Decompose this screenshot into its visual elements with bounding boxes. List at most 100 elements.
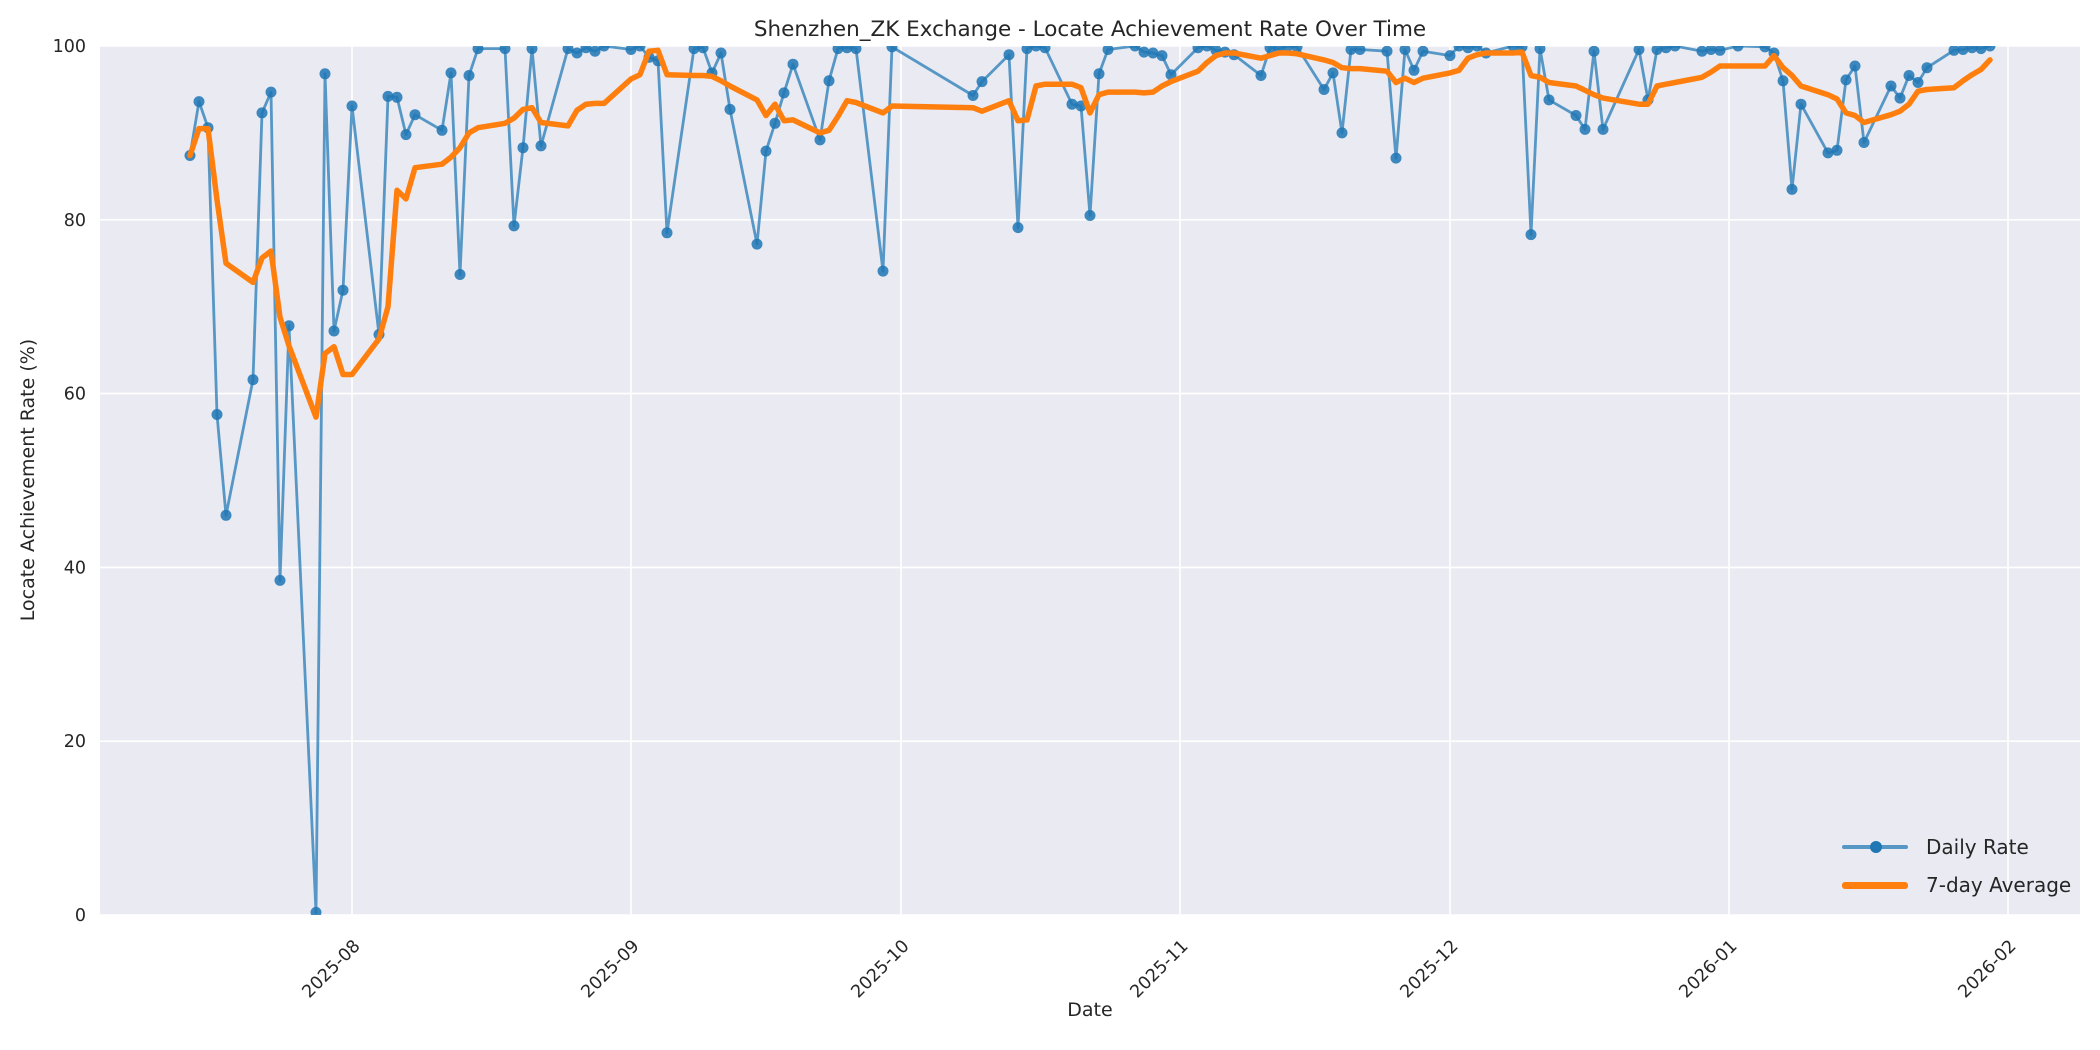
data-point-marker — [1849, 60, 1861, 72]
data-point-marker — [1543, 94, 1555, 106]
data-point-marker — [877, 265, 889, 277]
data-point-marker — [571, 47, 583, 59]
data-point-marker — [1327, 67, 1339, 79]
data-point-marker — [1318, 84, 1330, 95]
data-point-marker — [1660, 46, 1672, 54]
x-tick-label: 2025-10 — [848, 936, 914, 1002]
data-point-marker — [1786, 183, 1798, 195]
data-point-marker — [562, 46, 574, 55]
data-point-marker — [1588, 46, 1600, 57]
data-point-marker — [265, 86, 277, 98]
legend-item-daily-rate: Daily Rate — [1842, 832, 2071, 862]
data-point-marker — [1453, 46, 1465, 52]
data-point-marker — [346, 100, 358, 112]
data-point-marker — [1471, 46, 1483, 52]
data-point-marker — [1669, 46, 1681, 52]
data-point-marker — [1705, 46, 1717, 55]
data-point-marker — [220, 509, 232, 521]
data-point-marker — [400, 129, 412, 141]
data-point-marker — [454, 269, 466, 280]
x-tick-label: 2025-12 — [1397, 936, 1463, 1002]
data-point-marker — [463, 70, 475, 81]
data-point-marker — [1066, 98, 1078, 110]
data-point-marker — [1354, 46, 1366, 55]
data-point-marker — [1255, 70, 1267, 81]
y-tick-label: 20 — [64, 732, 86, 752]
data-point-marker — [1408, 64, 1420, 76]
data-point-marker — [1921, 62, 1933, 74]
data-point-marker — [1147, 47, 1159, 59]
data-point-marker — [1885, 80, 1897, 92]
data-point-marker — [1822, 147, 1834, 159]
data-point-marker — [598, 46, 610, 52]
data-point-marker — [688, 46, 700, 55]
data-point-marker — [1444, 50, 1456, 62]
plot-area — [100, 46, 2080, 915]
data-point-marker — [1381, 46, 1393, 57]
x-tick-label: 2025-08 — [299, 936, 365, 1002]
chart-legend: Daily Rate 7-day Average — [1842, 832, 2071, 900]
data-point-marker — [247, 374, 259, 386]
data-point-marker — [1003, 49, 1015, 61]
data-point-marker — [436, 124, 448, 136]
data-point-marker — [823, 75, 835, 87]
data-point-marker — [625, 46, 637, 55]
avg-line-sample — [1842, 881, 1908, 889]
data-point-marker — [715, 47, 727, 59]
data-point-marker — [1264, 46, 1276, 54]
data-point-marker — [1732, 46, 1744, 52]
y-tick-label: 100 — [53, 37, 86, 57]
y-tick-label: 40 — [64, 558, 86, 578]
data-point-marker — [1903, 70, 1915, 81]
data-point-marker — [886, 46, 898, 53]
data-point-marker — [589, 46, 601, 57]
data-point-marker — [274, 574, 286, 586]
data-point-marker — [1984, 46, 1996, 52]
data-point-marker — [337, 284, 349, 296]
data-point-marker — [1759, 46, 1771, 53]
data-point-marker — [841, 46, 853, 54]
chart-title: Shenzhen_ZK Exchange - Locate Achievemen… — [754, 17, 1426, 42]
data-point-marker — [1021, 46, 1033, 55]
data-point-marker — [1840, 74, 1852, 86]
x-tick-label: 2025-09 — [578, 936, 644, 1002]
data-point-marker — [1948, 46, 1960, 56]
data-point-marker — [1795, 98, 1807, 110]
data-point-marker — [1714, 46, 1726, 56]
data-point-marker — [445, 67, 457, 79]
data-point-marker — [787, 58, 799, 70]
legend-label-7day-average: 7-day Average — [1926, 873, 2072, 897]
data-point-marker — [1570, 110, 1582, 121]
data-point-marker — [1093, 68, 1105, 80]
data-point-marker — [310, 906, 322, 915]
data-point-marker — [850, 46, 862, 55]
data-point-marker — [724, 103, 736, 115]
data-point-marker — [1138, 46, 1150, 58]
daily-rate-line-sample — [1842, 841, 1908, 853]
data-point-marker — [1039, 46, 1051, 54]
data-point-marker — [1525, 229, 1537, 241]
data-point-marker — [967, 90, 979, 101]
data-point-marker — [1336, 127, 1348, 139]
data-point-marker — [1390, 152, 1402, 164]
data-point-marker — [1084, 210, 1096, 221]
series-layer — [184, 46, 1996, 915]
y-tick-label: 80 — [64, 211, 86, 231]
y-tick-label: 60 — [64, 385, 86, 405]
data-point-marker — [499, 46, 511, 55]
data-point-marker — [1192, 46, 1204, 54]
data-point-marker — [256, 107, 268, 119]
series-line-7day-average — [187, 47, 1993, 420]
data-point-marker — [661, 227, 673, 239]
data-point-marker — [814, 134, 826, 146]
data-point-marker — [1030, 46, 1042, 52]
x-tick-label: 2025-11 — [1127, 936, 1193, 1002]
data-point-marker — [1777, 75, 1789, 87]
data-point-marker — [1282, 46, 1294, 52]
data-point-marker — [1165, 69, 1177, 81]
data-point-marker — [409, 109, 421, 121]
data-point-marker — [976, 76, 988, 88]
data-point-marker — [1129, 46, 1141, 52]
y-tick-label: 0 — [75, 906, 86, 926]
y-axis-label: Locate Achievement Rate (%) — [17, 339, 39, 621]
